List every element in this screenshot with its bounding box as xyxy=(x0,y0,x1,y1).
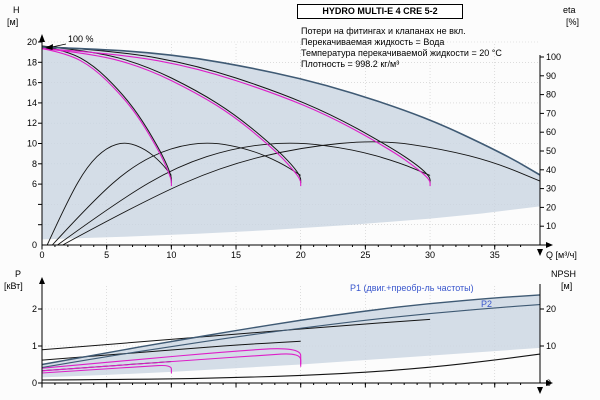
svg-text:16: 16 xyxy=(27,78,37,88)
svg-text:60: 60 xyxy=(546,127,556,137)
power-2-pumps-duty xyxy=(41,353,302,372)
svg-text:80: 80 xyxy=(546,90,556,100)
condition-line: Перекачиваемая жидкость = Вода xyxy=(301,37,445,47)
svg-text:0: 0 xyxy=(39,250,44,260)
svg-text:20: 20 xyxy=(546,304,556,314)
condition-line: Потери на фитингах и клапанах не вкл. xyxy=(301,26,466,36)
svg-text:0: 0 xyxy=(32,240,37,250)
svg-text:20: 20 xyxy=(296,250,306,260)
pump-curve-2-max xyxy=(41,45,302,184)
pump-curve-1-max xyxy=(41,45,172,184)
svg-text:70: 70 xyxy=(546,108,556,118)
eta-axis-unit: [%] xyxy=(566,17,580,27)
eta-axis-label: eta xyxy=(563,5,576,15)
pump-curve-2-duty xyxy=(41,48,302,187)
p-axis-unit: [кВт] xyxy=(4,281,23,291)
conditions-block: Потери на фитингах и клапанах не вкл. Пе… xyxy=(301,26,502,70)
svg-text:40: 40 xyxy=(546,165,556,175)
efficiency-3-pumps xyxy=(57,142,431,246)
npsh xyxy=(41,353,541,381)
svg-text:10: 10 xyxy=(546,341,556,351)
svg-text:6: 6 xyxy=(32,179,37,189)
speed-100-label: 100 % xyxy=(68,34,94,44)
svg-text:8: 8 xyxy=(32,159,37,169)
power-3-pumps-max xyxy=(41,318,431,351)
svg-text:50: 50 xyxy=(546,146,556,156)
p2-curve-label: P2 xyxy=(481,299,493,309)
svg-text:0: 0 xyxy=(32,378,37,388)
power-2-pumps-max xyxy=(41,340,301,361)
p1-curve-label: P1 (двиг.+преобр-ль частоты) xyxy=(350,283,474,293)
svg-text:10: 10 xyxy=(27,139,37,149)
svg-text:90: 90 xyxy=(546,71,556,81)
svg-text:1: 1 xyxy=(32,341,37,351)
q-axis-label: Q [м³/ч] xyxy=(546,250,577,260)
npsh-axis-unit: [м] xyxy=(561,281,573,291)
svg-text:12: 12 xyxy=(27,118,37,128)
svg-text:100: 100 xyxy=(546,52,561,62)
pump-curve-1-duty xyxy=(41,48,172,187)
p1-total xyxy=(41,294,541,366)
svg-text:35: 35 xyxy=(490,250,500,260)
svg-text:10: 10 xyxy=(166,250,176,260)
svg-text:2: 2 xyxy=(32,304,37,314)
h-axis-label: H xyxy=(13,5,20,15)
svg-text:30: 30 xyxy=(546,184,556,194)
efficiency-4-pumps xyxy=(62,141,541,246)
p2-total xyxy=(41,304,541,369)
svg-text:10: 10 xyxy=(546,221,556,231)
pump-curve-3-duty xyxy=(41,48,431,187)
svg-text:30: 30 xyxy=(425,250,435,260)
svg-text:5: 5 xyxy=(104,250,109,260)
power-1-pump-duty xyxy=(41,364,172,374)
svg-text:14: 14 xyxy=(27,98,37,108)
svg-text:20: 20 xyxy=(546,202,556,212)
p-axis-label: P xyxy=(15,269,22,279)
npsh-axis-label: NPSH xyxy=(551,269,577,279)
condition-line: Температура перекачиваемой жидкости = 20… xyxy=(301,48,502,58)
pump-curve-4-max-envelope xyxy=(41,46,541,176)
svg-text:18: 18 xyxy=(27,57,37,67)
svg-text:25: 25 xyxy=(360,250,370,260)
svg-text:20: 20 xyxy=(27,37,37,47)
condition-line: Плотность = 998.2 кг/м³ xyxy=(301,59,400,69)
pump-curve-3-max xyxy=(41,45,431,184)
svg-text:15: 15 xyxy=(231,250,241,260)
h-axis-unit: [м] xyxy=(7,17,19,27)
chart-title: HYDRO MULTI-E 4 CRE 5-2 xyxy=(297,4,463,19)
power-3-pumps-duty xyxy=(41,348,302,369)
